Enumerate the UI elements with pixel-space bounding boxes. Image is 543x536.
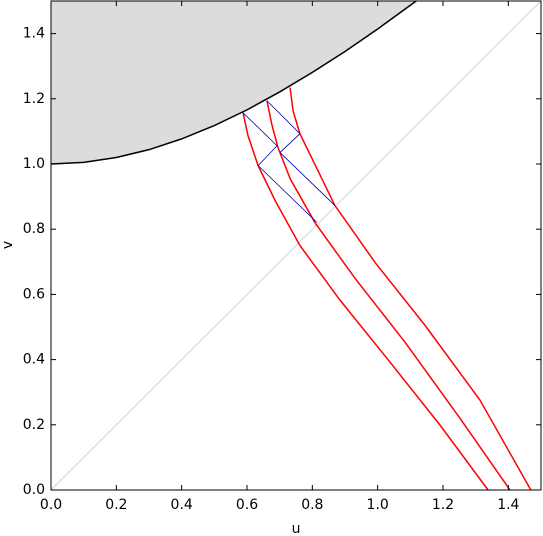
x-tick-label: 0.4 xyxy=(171,497,193,513)
line xyxy=(266,100,511,491)
x-tick-label: 0.6 xyxy=(236,497,258,513)
y-tick-label: 1.4 xyxy=(23,26,45,42)
x-tick-label: 0.2 xyxy=(105,497,127,513)
y-tick-label: 1.0 xyxy=(23,156,45,172)
y-tick-label: 1.2 xyxy=(23,91,45,107)
y-axis-label: v xyxy=(0,241,16,249)
y-tick-label: 0.4 xyxy=(23,352,45,368)
plot-frame xyxy=(50,0,542,491)
x-tick-label: 1.0 xyxy=(367,497,389,513)
y-tick-label: 0.2 xyxy=(23,417,45,433)
x-tick-label: 0.0 xyxy=(40,497,62,513)
line xyxy=(289,87,532,491)
x-tick-label: 1.4 xyxy=(497,497,519,513)
y-tick-label: 0.6 xyxy=(23,286,45,302)
line xyxy=(242,112,489,491)
x-tick-label: 1.2 xyxy=(432,497,454,513)
y-tick-label: 0.8 xyxy=(23,221,45,237)
y-tick-label: 0.0 xyxy=(23,482,45,498)
x-axis-label: u xyxy=(292,521,301,536)
line xyxy=(50,0,417,165)
shaded-region xyxy=(51,1,417,164)
x-tick-label: 0.8 xyxy=(301,497,323,513)
line xyxy=(242,100,336,223)
line xyxy=(50,0,542,491)
